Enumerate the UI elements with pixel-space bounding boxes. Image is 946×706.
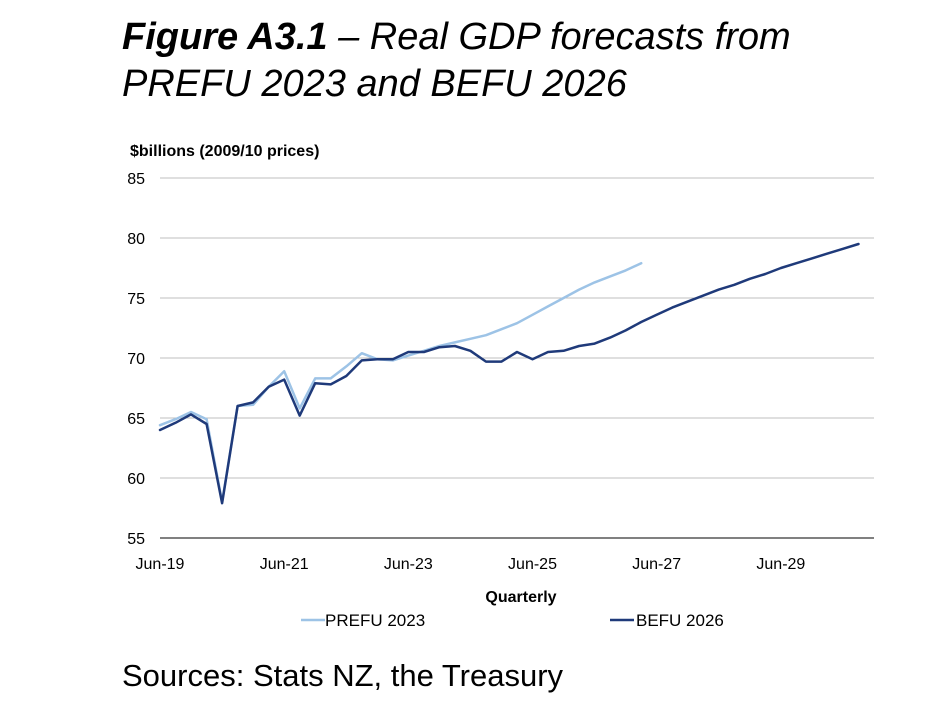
figure-label: Figure A3.1: [122, 16, 328, 58]
y-axis-ticks: 55 60 65 70 75 80 85: [127, 171, 145, 548]
x-tick-label: Jun-19: [136, 556, 185, 573]
y-tick-label: 80: [127, 231, 145, 248]
y-tick-label: 75: [127, 291, 145, 308]
x-tick-label: Jun-21: [260, 556, 309, 573]
figure-title: Figure A3.1 – Real GDP forecasts from PR…: [122, 14, 922, 108]
y-tick-label: 85: [127, 171, 145, 188]
x-axis-ticks: Jun-19 Jun-21 Jun-23 Jun-25 Jun-27 Jun-29: [136, 556, 806, 573]
y-tick-label: 60: [127, 471, 145, 488]
x-tick-label: Jun-29: [756, 556, 805, 573]
y-tick-label: 65: [127, 411, 145, 428]
series-line-prefu-2023: [158, 261, 643, 504]
y-tick-label: 55: [127, 531, 145, 548]
y-axis-label: $billions (2009/10 prices): [130, 143, 319, 160]
x-tick-label: Jun-27: [632, 556, 681, 573]
figure-title-text: – Real GDP forecasts from PREFU 2023 and…: [122, 16, 791, 105]
x-axis-label: Quarterly: [485, 589, 556, 606]
y-tick-label: 70: [127, 351, 145, 368]
legend: PREFU 2023 BEFU 2026: [301, 611, 724, 630]
series-lines: [158, 242, 860, 505]
sources-note: Sources: Stats NZ, the Treasury: [122, 658, 564, 693]
series-line-befu-2026: [158, 242, 860, 505]
legend-label: PREFU 2023: [325, 611, 425, 630]
x-tick-label: Jun-25: [508, 556, 557, 573]
gridlines: [160, 177, 874, 539]
x-tick-label: Jun-23: [384, 556, 433, 573]
legend-label: BEFU 2026: [636, 611, 724, 630]
